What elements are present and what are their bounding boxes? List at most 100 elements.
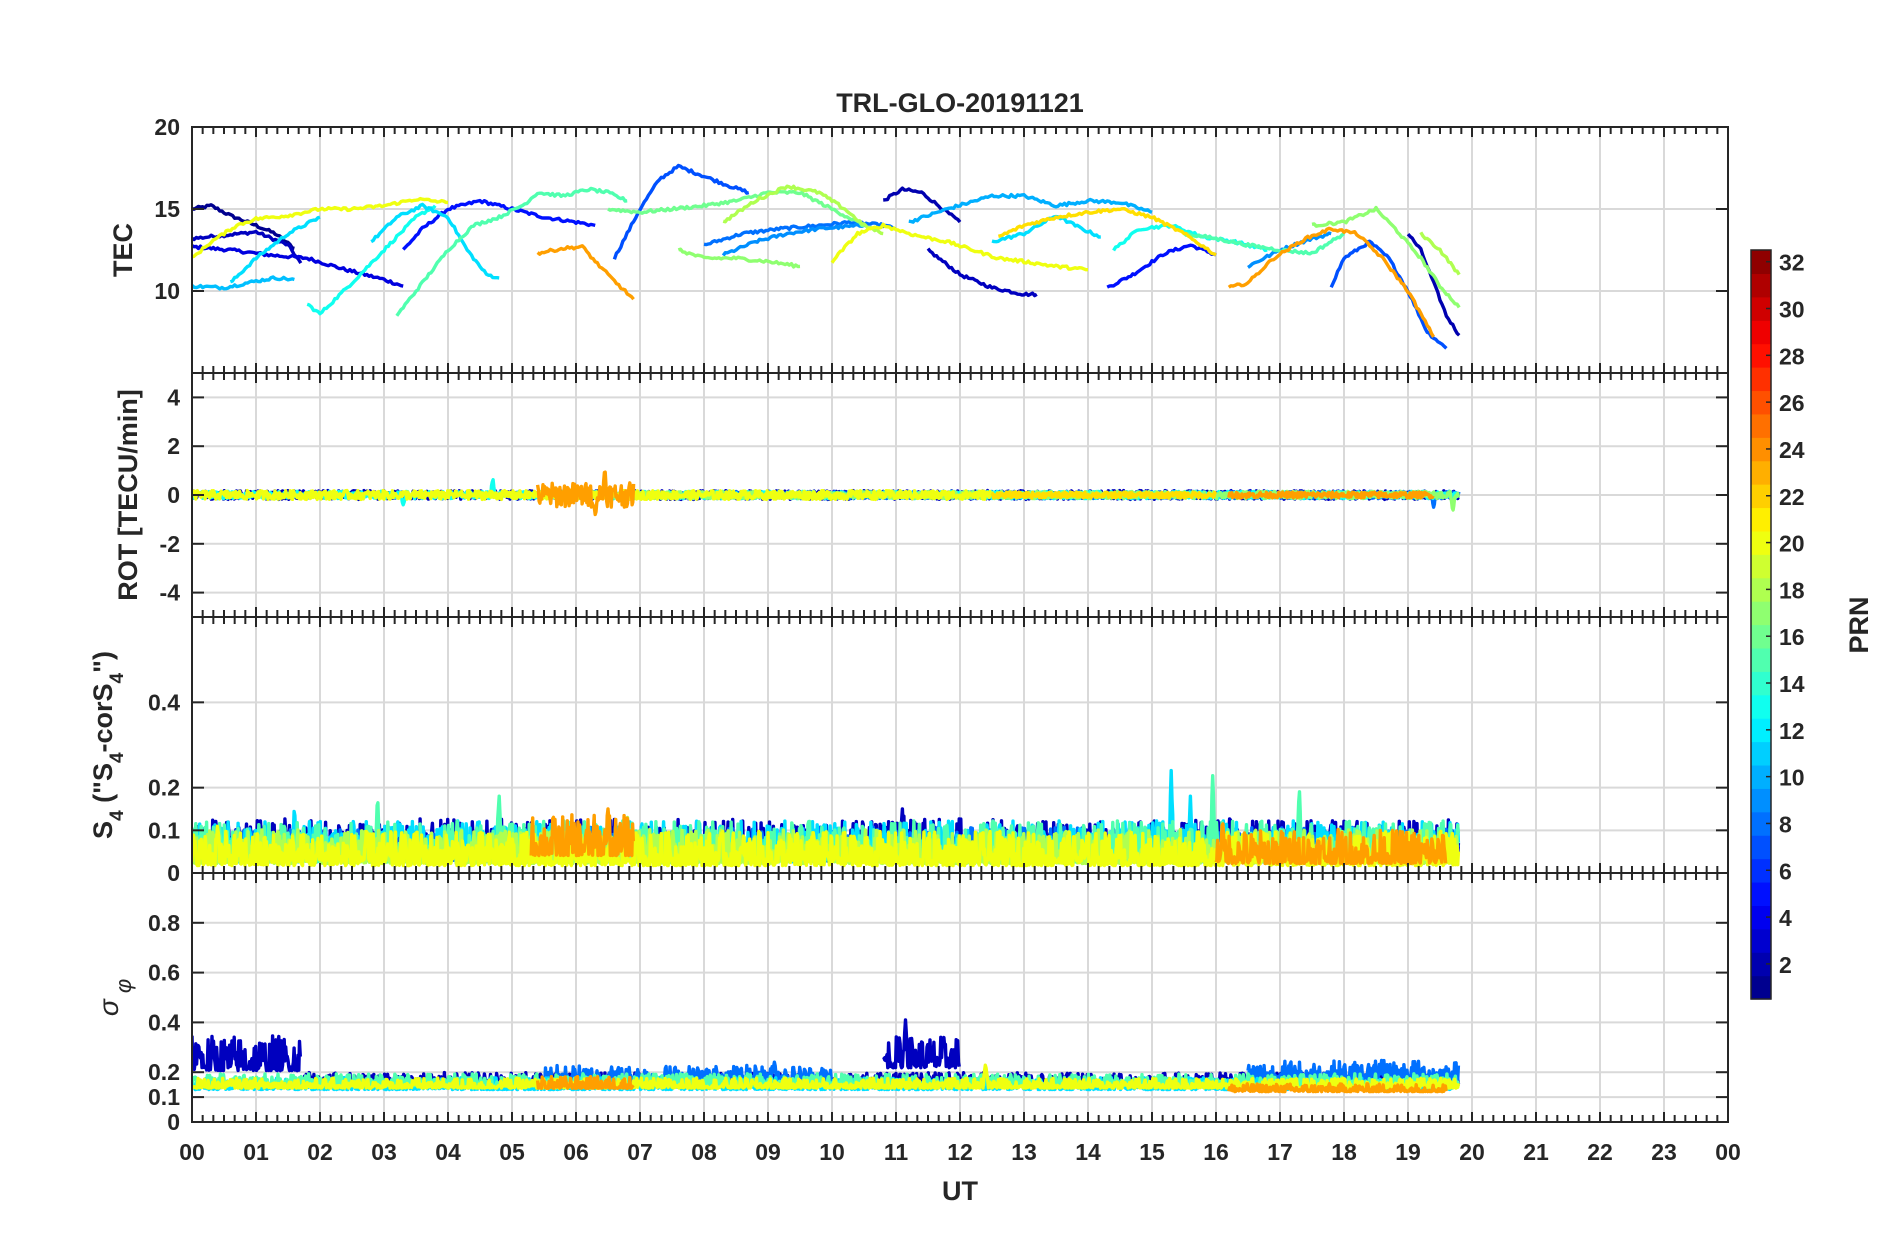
series-prn-17-tec-24	[1311, 205, 1461, 309]
x-tick-label: 17	[1267, 1139, 1293, 1165]
x-axis: 00 01 02 03 04 05 06 07 08 09 10 11 12 13 14 15 16 17 18 19…	[179, 1139, 1741, 1165]
y-tick-label: 0.8	[148, 910, 180, 936]
y-tick-label: 0	[167, 482, 180, 508]
colorbar-swatch	[1751, 928, 1771, 953]
colorbar-tick-label: 10	[1779, 765, 1805, 791]
x-tick-label: 07	[627, 1139, 653, 1165]
y-tick-label: 4	[167, 384, 180, 410]
x-tick-label: 11	[884, 1139, 909, 1165]
series-prn-15-tec-20	[395, 186, 628, 317]
colorbar-swatch	[1751, 858, 1771, 883]
y-tick-label: 0.6	[148, 960, 180, 986]
series-prn-5-tec-3	[401, 198, 596, 251]
y-tick-label: 0.4	[148, 689, 180, 715]
series-prn-23-rot-6	[535, 470, 636, 517]
y-tick-label: -4	[160, 580, 181, 606]
colorbar-swatch	[1751, 554, 1771, 579]
y-tick-label: 20	[154, 114, 180, 140]
colorbar-swatch	[1751, 413, 1771, 438]
x-tick-label: 15	[1139, 1139, 1165, 1165]
series-prn-12-tec-16	[370, 202, 500, 280]
colorbar-tick-label: 14	[1779, 671, 1805, 697]
series-prn-23-tec-31	[1227, 226, 1436, 338]
colorbar-swatch	[1751, 296, 1771, 321]
series-prn-9-tec-10	[721, 222, 865, 257]
colorbar-swatch	[1751, 250, 1771, 275]
x-tick-label: 16	[1203, 1139, 1229, 1165]
y-tick-label: 0.2	[148, 1059, 180, 1085]
colorbar-tick-label: 26	[1779, 390, 1805, 416]
x-tick-label: 13	[1011, 1139, 1037, 1165]
x-tick-label: 01	[243, 1139, 269, 1165]
series-prn-21-tec-29	[998, 207, 1217, 257]
series-prn-13-tec-15	[306, 204, 437, 316]
panel-s4: 0 0.1 0.2 0.4 S4 ("S4-corS4")	[88, 616, 1729, 886]
series-prn-10-tec-17	[908, 192, 1153, 224]
y-axis-label-s4: S4 ("S4-corS4")	[88, 651, 128, 839]
colorbar-swatch	[1751, 671, 1771, 696]
colorbar-tick-label: 20	[1779, 531, 1805, 557]
colorbar-swatch	[1751, 507, 1771, 532]
x-tick-label: 23	[1651, 1139, 1677, 1165]
series-prn-18-tec-25	[722, 184, 884, 236]
x-tick-label: 20	[1459, 1139, 1485, 1165]
x-tick-label: 00	[179, 1139, 205, 1165]
y-tick-label: 0.1	[148, 1084, 180, 1110]
colorbar-swatch	[1751, 975, 1771, 1000]
x-tick-label: 05	[499, 1139, 525, 1165]
series-prn-1-tec-0	[192, 203, 295, 251]
x-tick-label: 09	[755, 1139, 781, 1165]
colorbar-frame	[1750, 249, 1772, 1000]
series-prn-12-tec-14	[229, 215, 321, 284]
colorbar-swatch	[1751, 484, 1771, 509]
series-group-sigma	[192, 1018, 1461, 1094]
series-prn-20-s4-5	[192, 824, 1461, 868]
colorbar-swatch	[1751, 343, 1771, 368]
x-tick-label: 22	[1587, 1139, 1613, 1165]
series-prn-20-tec-27	[192, 196, 448, 259]
series-prn-3-tec-5	[926, 247, 1038, 298]
colorbar-tick-label: 16	[1779, 624, 1805, 650]
colorbar-swatch	[1751, 811, 1771, 836]
x-tick-label: 21	[1523, 1139, 1549, 1165]
colorbar-tick-label: 8	[1779, 811, 1792, 837]
colorbar-tick-label: 24	[1779, 437, 1805, 463]
colorbar-tick-label: 22	[1779, 484, 1805, 510]
series-prn-23-tec-30	[536, 244, 635, 301]
colorbar-tick-label: 32	[1779, 250, 1805, 276]
series-prn-23-s4-6	[529, 807, 635, 858]
series-prn-23-sigma-9	[1227, 1082, 1448, 1094]
colorbar-tick-label: 12	[1779, 718, 1805, 744]
series-prn-15-tec-23	[1182, 231, 1345, 256]
series-prn-23-sigma-8	[535, 1075, 635, 1090]
colorbar-swatch	[1751, 952, 1771, 977]
series-prn-23-rot-7	[1227, 490, 1435, 500]
series-prn-5-tec-6	[1106, 243, 1217, 289]
x-tick-label: 14	[1075, 1139, 1101, 1165]
x-tick-label: 06	[563, 1139, 589, 1165]
y-axis-label-tec: TEC	[108, 223, 138, 277]
series-prn-16-tec-21	[607, 189, 865, 228]
x-axis-label: UT	[942, 1176, 978, 1206]
colorbar-swatch	[1751, 788, 1771, 813]
panel-sigma: 00.10.2 0.4 0.6 0.8 σ φ	[93, 872, 1729, 1135]
colorbar-swatch	[1751, 881, 1771, 906]
colorbar-swatch	[1751, 273, 1771, 298]
colorbar-swatch	[1751, 741, 1771, 766]
colorbar-swatch	[1751, 577, 1771, 602]
colorbar-tick-label: 18	[1779, 577, 1805, 603]
colorbar-swatch	[1751, 390, 1771, 415]
y-tick-label: 2	[167, 433, 180, 459]
series-prn-3-sigma-0	[192, 1034, 302, 1073]
colorbar-swatch	[1751, 320, 1771, 345]
colorbar-swatch	[1751, 647, 1771, 672]
series-prn-2-tec-4	[883, 186, 962, 224]
y-tick-label: -2	[160, 531, 180, 557]
colorbar-tick-label: 6	[1779, 858, 1792, 884]
x-tick-label: 19	[1395, 1139, 1421, 1165]
y-axis-label-rot: ROT [TECU/min]	[113, 389, 143, 600]
series-prn-4-tec-2	[192, 244, 404, 288]
colorbar-swatch	[1751, 718, 1771, 743]
